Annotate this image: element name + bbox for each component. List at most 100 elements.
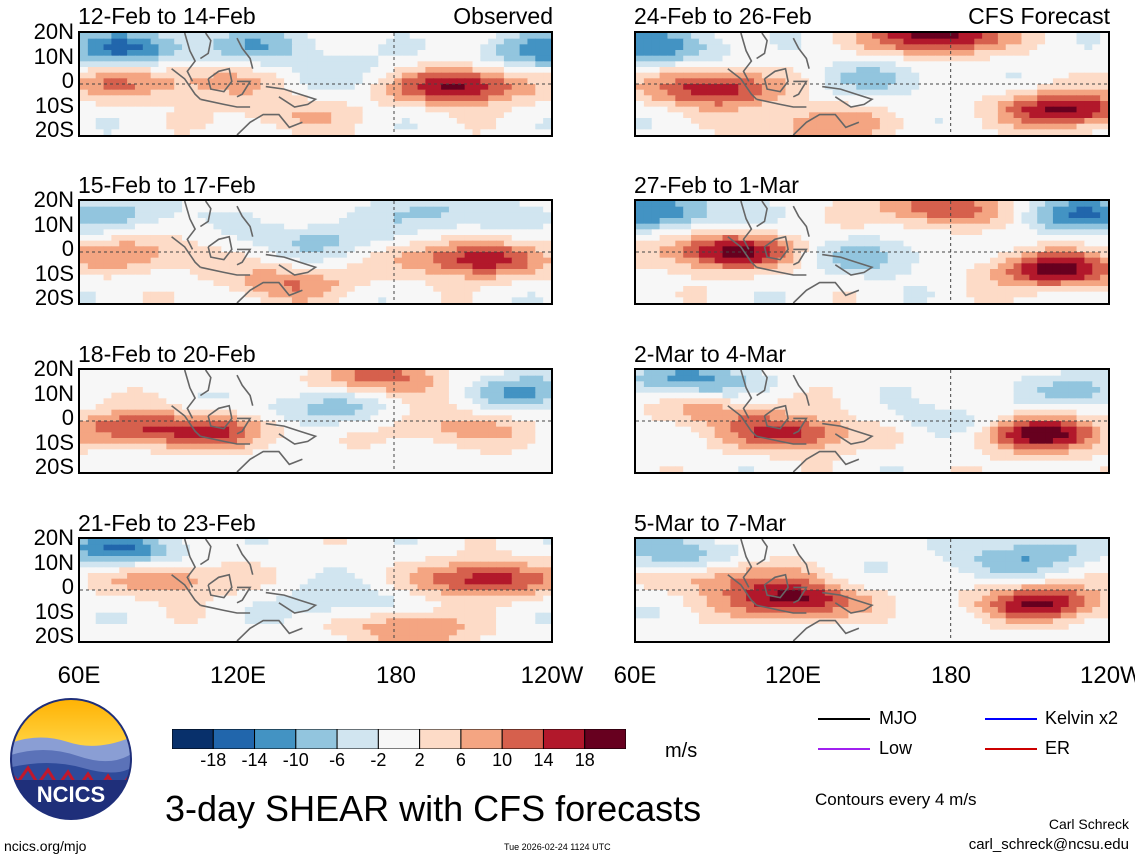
heatmap-cell: [87, 550, 97, 557]
heatmap-cell: [299, 595, 309, 602]
heatmap-cell: [166, 252, 175, 259]
heatmap-cell: [197, 443, 207, 450]
heatmap-cell: [480, 212, 489, 219]
heatmap-cell: [182, 38, 191, 45]
heatmap-cell: [511, 556, 521, 563]
heatmap-cell: [425, 112, 434, 119]
heatmap-cell: [496, 257, 505, 264]
heatmap-cell: [354, 584, 364, 591]
heatmap-cell: [150, 269, 160, 276]
heatmap-cell: [237, 55, 246, 62]
heatmap-cell: [535, 61, 544, 68]
heatmap-cell: [519, 33, 529, 40]
heatmap-cell: [456, 561, 466, 568]
heatmap-cell: [456, 550, 466, 557]
heatmap-cell: [142, 235, 152, 242]
heatmap-cell: [276, 101, 285, 108]
heatmap-cell: [291, 274, 301, 281]
heatmap-cell: [252, 612, 262, 619]
heatmap-cell: [370, 89, 379, 96]
heatmap-cell: [472, 590, 481, 597]
heatmap-cell: [480, 72, 489, 79]
heatmap-cell: [1013, 78, 1023, 85]
heatmap-cell: [252, 381, 262, 388]
heatmap-cell: [464, 460, 474, 467]
heatmap-cell: [284, 38, 293, 45]
heatmap-cell: [189, 263, 199, 270]
heatmap-cell: [527, 449, 536, 456]
heatmap-cell: [535, 544, 544, 551]
heatmap-cell: [401, 246, 411, 253]
heatmap-cell: [119, 421, 128, 428]
heatmap-cell: [299, 409, 309, 416]
heatmap-cell: [127, 212, 136, 219]
heatmap-cell: [237, 286, 246, 293]
heatmap-cell: [95, 212, 105, 219]
heatmap-cell: [189, 550, 199, 557]
heatmap-cell: [119, 229, 128, 236]
heatmap-cell: [150, 129, 160, 135]
heatmap-cell: [331, 297, 340, 303]
heatmap-cell: [370, 240, 379, 247]
heatmap-cell: [221, 38, 230, 45]
heatmap-cell: [237, 252, 246, 259]
heatmap-cell: [409, 297, 419, 303]
heatmap-cell: [433, 370, 442, 377]
heatmap-cell: [472, 370, 481, 377]
heatmap-cell: [229, 101, 238, 108]
heatmap-cell: [103, 297, 112, 303]
heatmap-cell: [503, 50, 513, 57]
heatmap-cell: [95, 206, 105, 213]
heatmap-cell: [205, 201, 215, 208]
heatmap-cell: [519, 618, 529, 625]
heatmap-cell: [299, 274, 309, 281]
heatmap-cell: [824, 55, 834, 62]
heatmap-cell: [706, 55, 716, 62]
heatmap-cell: [205, 297, 215, 303]
heatmap-cell: [441, 421, 450, 428]
heatmap-cell: [291, 573, 301, 580]
heatmap-cell: [189, 387, 199, 394]
heatmap-cell: [448, 370, 458, 377]
heatmap-cell: [87, 561, 97, 568]
heatmap-cell: [197, 89, 207, 96]
heatmap-cell: [166, 635, 175, 641]
heatmap-cell: [394, 432, 403, 439]
heatmap-cell: [229, 201, 238, 208]
heatmap-cell: [182, 240, 191, 247]
heatmap-cell: [394, 252, 403, 259]
heatmap-cell: [425, 229, 434, 236]
heatmap-cell: [488, 432, 497, 439]
heatmap-cell: [997, 78, 1007, 85]
heatmap-cell: [307, 218, 317, 225]
heatmap-cell: [166, 212, 175, 219]
heatmap-cell: [103, 72, 112, 79]
heatmap-cell: [182, 229, 191, 236]
heatmap-cell: [189, 618, 199, 625]
heatmap-cell: [174, 95, 183, 102]
heatmap-cell: [174, 55, 183, 62]
heatmap-cell: [511, 460, 521, 467]
heatmap-cell: [166, 561, 175, 568]
heatmap-cell: [95, 578, 105, 585]
heatmap-cell: [354, 635, 364, 641]
heatmap-cell: [174, 624, 183, 631]
heatmap-cell: [127, 246, 136, 253]
heatmap-cell: [87, 235, 97, 242]
heatmap-cell: [927, 50, 936, 57]
heatmap-cell: [519, 44, 529, 51]
heatmap-cell: [189, 112, 199, 119]
heatmap-cell: [1045, 78, 1054, 85]
heatmap-cell: [299, 235, 309, 242]
heatmap-cell: [425, 550, 434, 557]
heatmap-cell: [496, 415, 505, 422]
heatmap-cell: [150, 578, 160, 585]
heatmap-cell: [1021, 44, 1030, 51]
heatmap-cell: [519, 50, 529, 57]
heatmap-cell: [119, 460, 128, 467]
heatmap-cell: [111, 78, 120, 85]
heatmap-cell: [119, 584, 128, 591]
heatmap-cell: [315, 595, 324, 602]
heatmap-cell: [142, 432, 152, 439]
heatmap-cell: [934, 67, 944, 74]
